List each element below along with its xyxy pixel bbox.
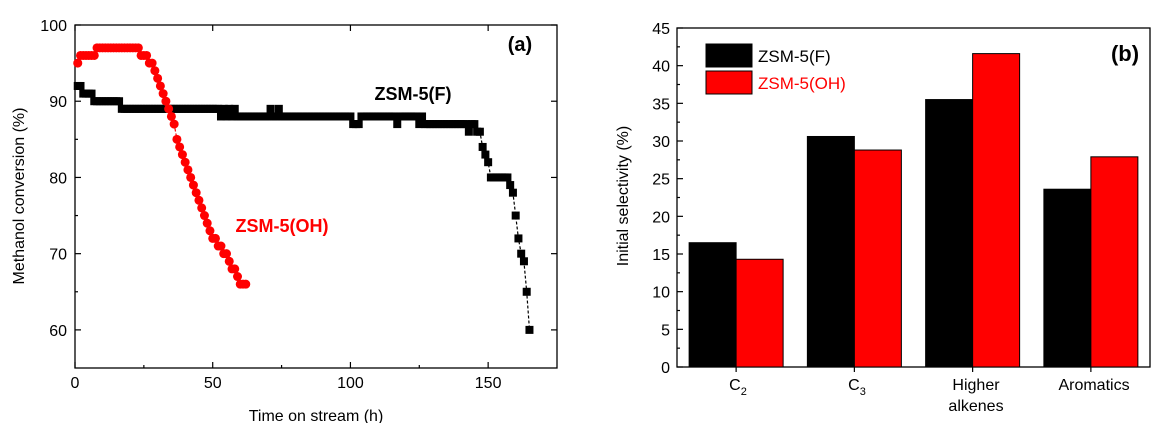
data-point-zsm5-oh [170,120,179,129]
bar-zsm5-f-2 [926,100,973,367]
legend-swatch-zsm5-f [706,44,752,67]
data-point-zsm5-f [418,112,426,120]
data-point-zsm5-f [503,173,511,181]
bar-zsm5-oh-3 [1091,157,1138,367]
category-label-aromatics: Aromatics [1058,377,1129,394]
panel-a-label: (a) [508,34,532,56]
panel-a-y-tick-label: 100 [40,18,67,35]
bar-zsm5-f-3 [1044,189,1091,367]
data-point-zsm5-f [520,257,528,265]
panel-a-y-tick-label: 70 [49,247,67,264]
panel-a-x-axis-label: Time on stream (h) [249,408,384,423]
panel-b-y-tick-label: 20 [652,209,670,226]
data-point-zsm5-f [77,82,85,90]
panel-b-y-tick-label: 45 [652,21,670,38]
panel-b-selectivity-chart: 0 5 10 15 20 25 30 35 40 45 C2 C3 Higher alkenes … [615,21,1150,415]
data-point-zsm5-f [88,90,96,98]
data-point-zsm5-f [523,288,531,296]
data-point-zsm5-f [231,105,239,113]
bar-zsm5-f-0 [689,243,736,367]
data-point-zsm5-f [517,250,525,258]
panel-b-y-tick-label: 40 [652,59,670,76]
data-point-zsm5-f [525,326,533,334]
panel-a-series [73,43,533,334]
data-point-zsm5-f [506,181,514,189]
panel-b-y-tick-label: 10 [652,285,670,302]
panel-a-y-tick-label: 60 [49,323,67,340]
panel-b-y-tick-label: 35 [652,96,670,113]
data-point-zsm5-f [355,120,363,128]
bar-zsm5-oh-2 [973,54,1020,367]
panel-b-y-axis-label: Initial selectivity (%) [615,126,632,266]
panel-a-x-tick-label: 100 [337,375,364,392]
panel-b-y-tick-label: 25 [652,172,670,189]
category-label-c2: C2 [729,377,747,398]
panel-a-x-tick-label: 150 [475,375,502,392]
data-point-zsm5-oh [241,280,250,289]
data-point-zsm5-f [465,128,473,136]
bar-zsm5-oh-0 [736,259,783,367]
panel-b-category-labels: C2 C3 Higher alkenes Aromatics [729,377,1129,415]
panel-a-plot-frame [75,25,557,368]
panel-b-y-tick-label: 30 [652,134,670,151]
data-point-zsm5-f [346,112,354,120]
panel-b-legend: ZSM-5(F) ZSM-5(OH) [706,44,846,94]
panel-a-x-tick-label: 50 [204,375,222,392]
data-point-zsm5-f [509,189,517,197]
panel-a-axes: 0 50 100 150 60 70 80 90 100 [40,18,557,392]
panel-b-label: (b) [1111,41,1139,66]
data-point-zsm5-f [484,158,492,166]
legend-label-zsm5-f: ZSM-5(F) [758,47,831,66]
category-label-c3: C3 [848,377,866,398]
panel-a-y-tick-label: 80 [49,170,67,187]
category-label-higher-alkenes-2: alkenes [948,398,1003,415]
annotation-zsm5-oh: ZSM-5(OH) [236,216,329,236]
bar-zsm5-f-1 [807,136,854,367]
panel-a-y-tick-label: 90 [49,94,67,111]
panel-b-y-tick-label: 5 [661,322,670,339]
data-point-zsm5-f [476,128,484,136]
data-point-zsm5-f [479,143,487,151]
annotation-zsm5-f: ZSM-5(F) [375,84,452,104]
panel-b-y-tick-label: 15 [652,247,670,264]
data-point-zsm5-f [512,212,520,220]
data-point-zsm5-f [267,105,275,113]
panel-b-y-tick-label: 0 [661,360,670,377]
legend-swatch-zsm5-oh [706,71,752,94]
panel-a-x-tick-label: 0 [71,375,80,392]
data-point-zsm5-f [275,105,283,113]
data-point-zsm5-f [481,151,489,159]
panel-a-y-axis-label: Methanol conversion (%) [11,108,28,285]
data-point-zsm5-f [115,97,123,105]
category-label-higher-alkenes: Higher [952,377,1000,394]
data-point-zsm5-f [393,120,401,128]
data-point-zsm5-f [514,234,522,242]
panel-b-bars [689,54,1138,367]
legend-label-zsm5-oh: ZSM-5(OH) [758,74,846,93]
data-point-zsm5-f [470,120,478,128]
bar-zsm5-oh-1 [854,150,901,367]
